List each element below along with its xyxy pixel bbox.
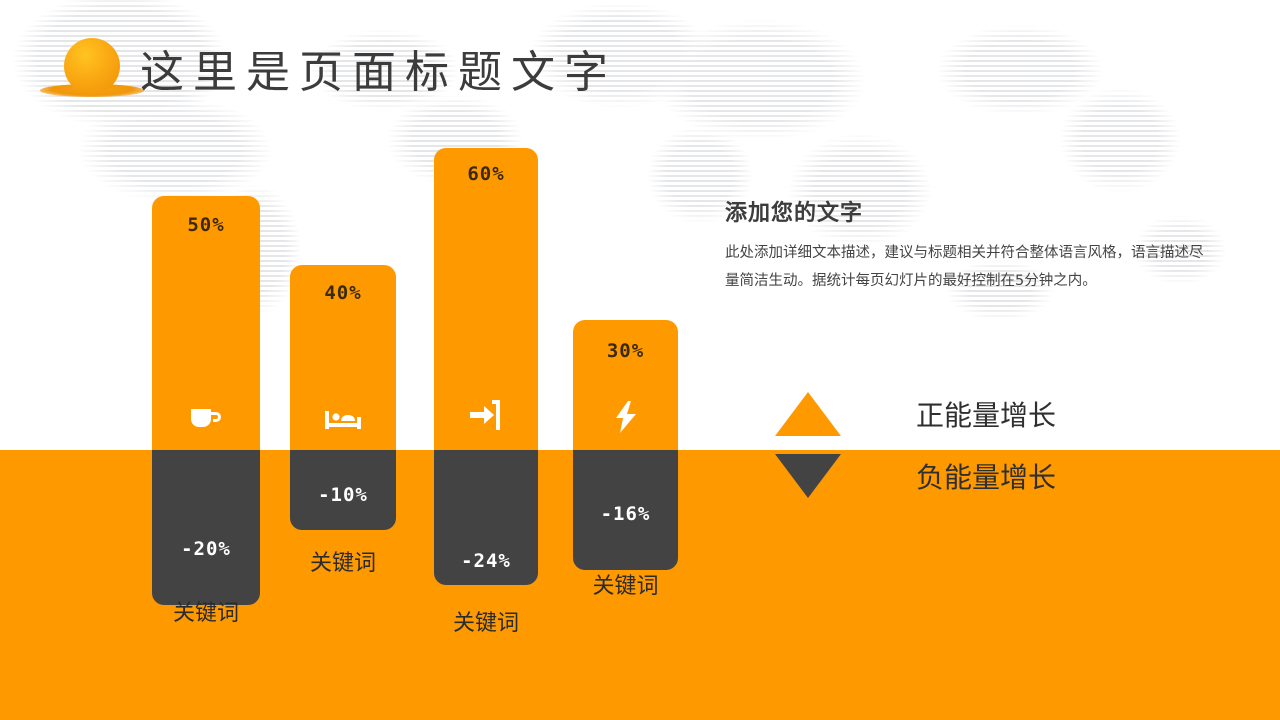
positive-value-label: 40%	[324, 282, 362, 304]
description-title: 添加您的文字	[725, 201, 864, 226]
category-label: 关键词	[172, 601, 239, 626]
positive-bar[interactable]	[152, 196, 260, 450]
sun-icon	[64, 38, 120, 94]
negative-bar[interactable]	[152, 450, 260, 605]
legend-item-negative[interactable]: 负能量增长	[725, 454, 1056, 498]
description-block: 添加您的文字 此处添加详细文本描述，建议与标题相关并符合整体语言风格，语言描述尽…	[725, 195, 1205, 295]
negative-value-label: -10%	[318, 484, 368, 506]
positive-bar[interactable]	[573, 320, 678, 450]
description-body: 此处添加详细文本描述，建议与标题相关并符合整体语言风格，语言描述尽量简洁生动。据…	[725, 245, 1204, 289]
positive-value-label: 30%	[606, 340, 645, 362]
negative-bar[interactable]	[290, 450, 396, 530]
category-label: 关键词	[309, 551, 376, 576]
sign-in-icon	[434, 398, 538, 432]
triangle-up-icon	[775, 392, 841, 436]
negative-value-label: -20%	[181, 538, 231, 560]
legend-item-positive[interactable]: 正能量增长	[725, 392, 1056, 436]
negative-bar[interactable]	[434, 450, 538, 585]
category-label: 关键词	[452, 611, 519, 636]
positive-bar[interactable]	[434, 148, 538, 450]
negative-value-label: -24%	[461, 550, 511, 572]
coffee-cup-icon	[152, 402, 260, 436]
category-label: 关键词	[592, 574, 659, 599]
triangle-down-icon	[775, 454, 841, 498]
negative-value-label: -16%	[600, 503, 651, 525]
page-title: 这里是页面标题文字	[140, 47, 617, 98]
legend-label-negative: 负能量增长	[916, 461, 1057, 494]
positive-value-label: 50%	[187, 214, 225, 236]
negative-bar[interactable]	[573, 450, 678, 570]
bed-icon	[290, 402, 396, 436]
slide-header: 这里是页面标题文字	[0, 0, 1280, 130]
legend-label-positive: 正能量增长	[916, 399, 1057, 432]
positive-value-label: 60%	[467, 163, 505, 185]
lightning-bolt-icon	[573, 400, 678, 434]
bar-chart: 50% -20% 关键词 40%	[152, 148, 678, 636]
